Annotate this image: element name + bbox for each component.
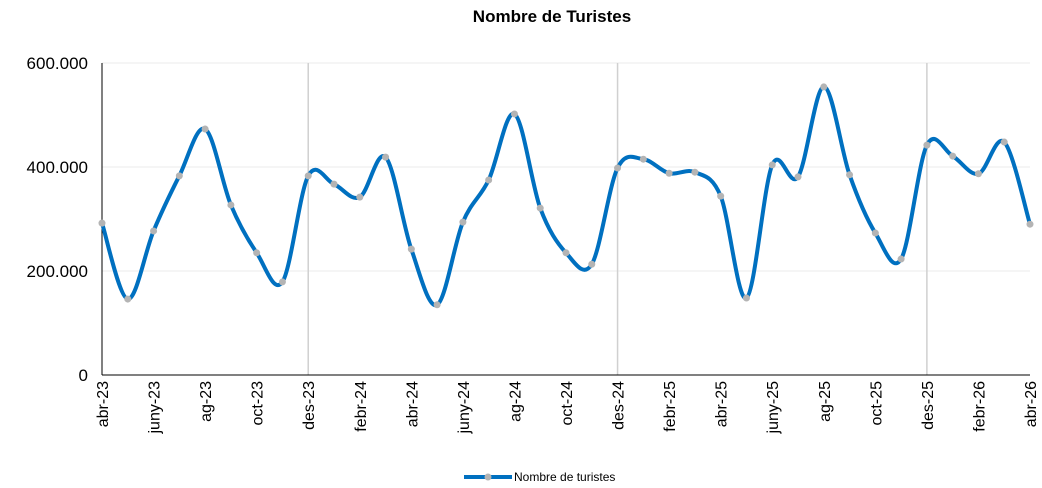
point-marker: [923, 141, 931, 149]
point-marker: [794, 173, 802, 181]
point-marker: [665, 169, 673, 177]
y-tick-label: 600.000: [27, 54, 88, 73]
x-tick-label: des-25: [920, 381, 937, 430]
x-tick-label: febr-24: [353, 381, 370, 432]
point-marker: [124, 295, 132, 303]
point-marker: [433, 301, 441, 309]
x-tick-label: juny-25: [765, 381, 782, 435]
legend-item: Nombre de turistes: [464, 470, 615, 484]
x-tick-label: juny-23: [147, 381, 164, 435]
x-tick-label: febr-25: [662, 381, 679, 432]
point-marker: [382, 153, 390, 161]
point-marker: [846, 171, 854, 179]
point-marker: [639, 155, 647, 163]
point-marker: [562, 249, 570, 257]
point-marker: [304, 172, 312, 180]
x-tick-label: juny-24: [456, 381, 473, 435]
point-marker: [1000, 138, 1008, 146]
series-line: [100, 84, 1032, 307]
x-tick-label: abr-23: [95, 381, 112, 427]
x-tick-label: des-23: [301, 381, 318, 430]
point-marker: [175, 172, 183, 180]
x-tick-label: abr-24: [404, 381, 421, 427]
point-marker: [742, 294, 750, 302]
point-marker: [510, 110, 518, 118]
x-tick-label: abr-26: [1023, 381, 1040, 427]
point-marker: [897, 255, 905, 263]
point-marker: [201, 125, 209, 133]
x-tick-label: abr-25: [714, 381, 731, 427]
point-marker: [768, 161, 776, 169]
y-tick-label: 0: [79, 366, 88, 385]
point-marker: [949, 152, 957, 160]
point-marker: [407, 245, 415, 253]
point-marker: [227, 201, 235, 209]
x-tick-label: ag-25: [817, 381, 834, 422]
point-marker: [1026, 220, 1034, 228]
point-marker: [485, 176, 493, 184]
point-marker: [356, 193, 364, 201]
point-marker: [820, 83, 828, 91]
point-marker: [614, 164, 622, 172]
point-marker: [871, 229, 879, 237]
x-tick-label: febr-26: [971, 381, 988, 432]
chart-title: Nombre de Turistes: [473, 7, 631, 26]
x-tick-label: des-24: [611, 381, 628, 430]
point-marker: [459, 218, 467, 226]
x-tick-label: oct-24: [559, 381, 576, 426]
point-marker: [330, 180, 338, 188]
point-marker: [974, 170, 982, 178]
point-marker: [253, 249, 261, 257]
legend-marker: [484, 473, 492, 481]
point-marker: [691, 168, 699, 176]
legend-label: Nombre de turistes: [514, 470, 615, 484]
point-marker: [536, 204, 544, 212]
point-marker: [278, 278, 286, 286]
point-marker: [717, 192, 725, 200]
y-tick-label: 200.000: [27, 262, 88, 281]
x-tick-label: ag-23: [198, 381, 215, 422]
x-tick-label: ag-24: [507, 381, 524, 422]
x-tick-label: oct-23: [250, 381, 267, 426]
point-marker: [150, 227, 158, 235]
x-tick-label: oct-25: [868, 381, 885, 426]
y-tick-label: 400.000: [27, 158, 88, 177]
point-marker: [98, 219, 106, 227]
point-marker: [588, 260, 596, 268]
